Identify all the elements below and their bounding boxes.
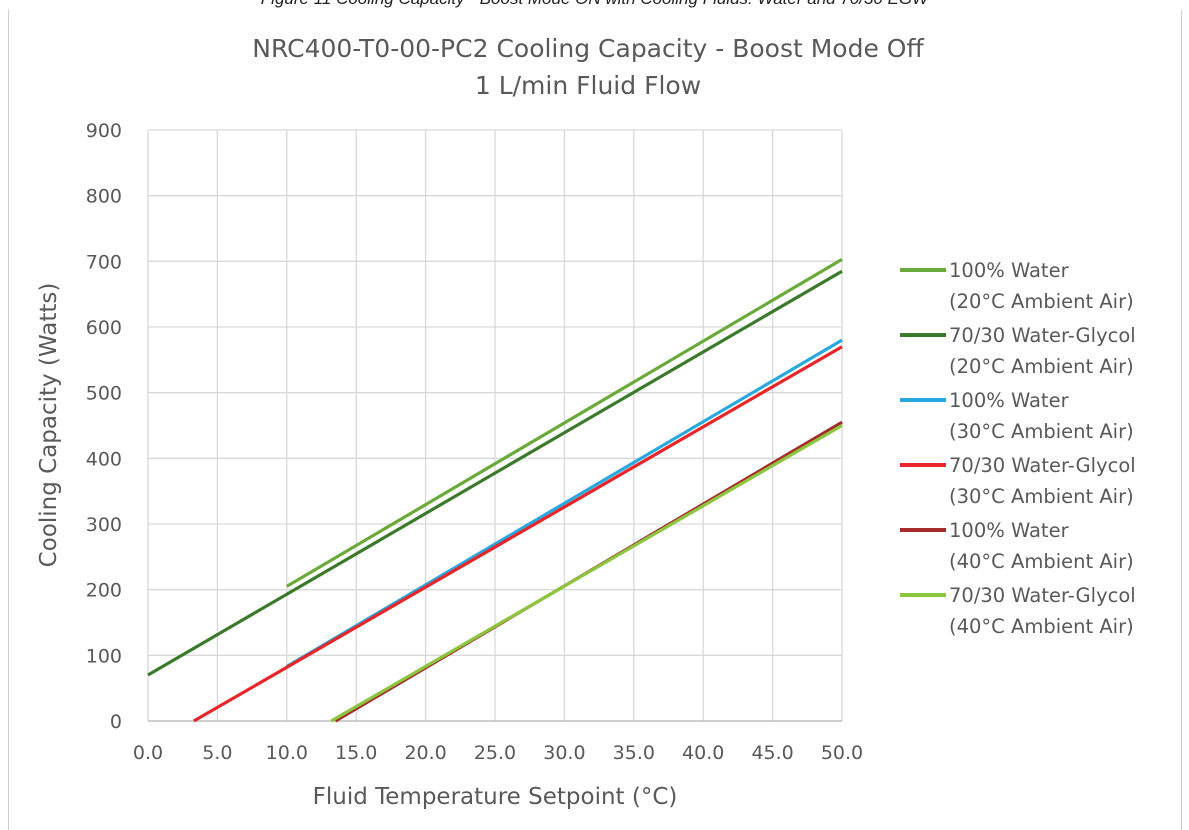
y-tick-label: 0 [110, 711, 122, 733]
legend-label: 100% Water [949, 389, 1070, 412]
figure-border-right [1181, 10, 1182, 830]
y-tick-label: 100 [86, 645, 122, 667]
gridlines [147, 129, 843, 721]
legend-sublabel: (30°C Ambient Air) [949, 485, 1134, 508]
figure-caption: Figure 11 Cooling Capacity - Boost Mode … [0, 0, 1189, 9]
tick-labels: 0 100 200 300 400 500 600 700 800 900 0.0 5.0 10.0 15… [86, 120, 863, 764]
x-tick-label: 15.0 [335, 742, 377, 764]
x-tick-label: 5.0 [202, 742, 232, 764]
x-tick-label: 30.0 [543, 742, 585, 764]
x-tick-label: 40.0 [682, 742, 724, 764]
x-tick-label: 50.0 [821, 742, 863, 764]
figure-border-left [8, 10, 9, 830]
legend-label: 100% Water [949, 259, 1070, 282]
y-tick-label: 900 [86, 120, 122, 142]
legend-sublabel: (40°C Ambient Air) [949, 550, 1134, 573]
legend-sublabel: (30°C Ambient Air) [949, 420, 1134, 443]
x-tick-label: 25.0 [474, 742, 516, 764]
y-tick-label: 300 [86, 514, 122, 536]
chart-title: NRC400-T0-00-PC2 Cooling Capacity - Boos… [252, 34, 924, 63]
legend-label: 100% Water [949, 519, 1070, 542]
y-tick-label: 700 [86, 251, 122, 273]
series-line-4 [192, 345, 843, 723]
chart-subtitle: 1 L/min Fluid Flow [475, 71, 701, 100]
x-axis-label: Fluid Temperature Setpoint (°C) [313, 784, 678, 810]
legend-label: 70/30 Water-Glycol [949, 454, 1136, 477]
legend-sublabel: (20°C Ambient Air) [949, 355, 1134, 378]
x-tick-label: 45.0 [751, 742, 793, 764]
series-line-2 [147, 269, 843, 677]
series-lines [147, 258, 843, 723]
y-tick-label: 200 [86, 580, 122, 602]
y-tick-label: 600 [86, 317, 122, 339]
series-line-1 [285, 258, 843, 588]
legend-label: 70/30 Water-Glycol [949, 584, 1136, 607]
series-line-6 [330, 424, 843, 723]
x-tick-label: 10.0 [266, 742, 308, 764]
y-axis-label: Cooling Capacity (Watts) [36, 283, 62, 568]
legend: 100% Water (20°C Ambient Air) 70/30 Water-… [900, 259, 1136, 638]
y-tick-label: 800 [86, 186, 122, 208]
y-tick-label: 500 [86, 383, 122, 405]
legend-sublabel: (40°C Ambient Air) [949, 615, 1134, 638]
x-tick-label: 0.0 [133, 742, 163, 764]
legend-sublabel: (20°C Ambient Air) [949, 290, 1134, 313]
x-tick-label: 35.0 [613, 742, 655, 764]
y-tick-label: 400 [86, 448, 122, 470]
legend-label: 70/30 Water-Glycol [949, 324, 1136, 347]
x-tick-label: 20.0 [404, 742, 446, 764]
